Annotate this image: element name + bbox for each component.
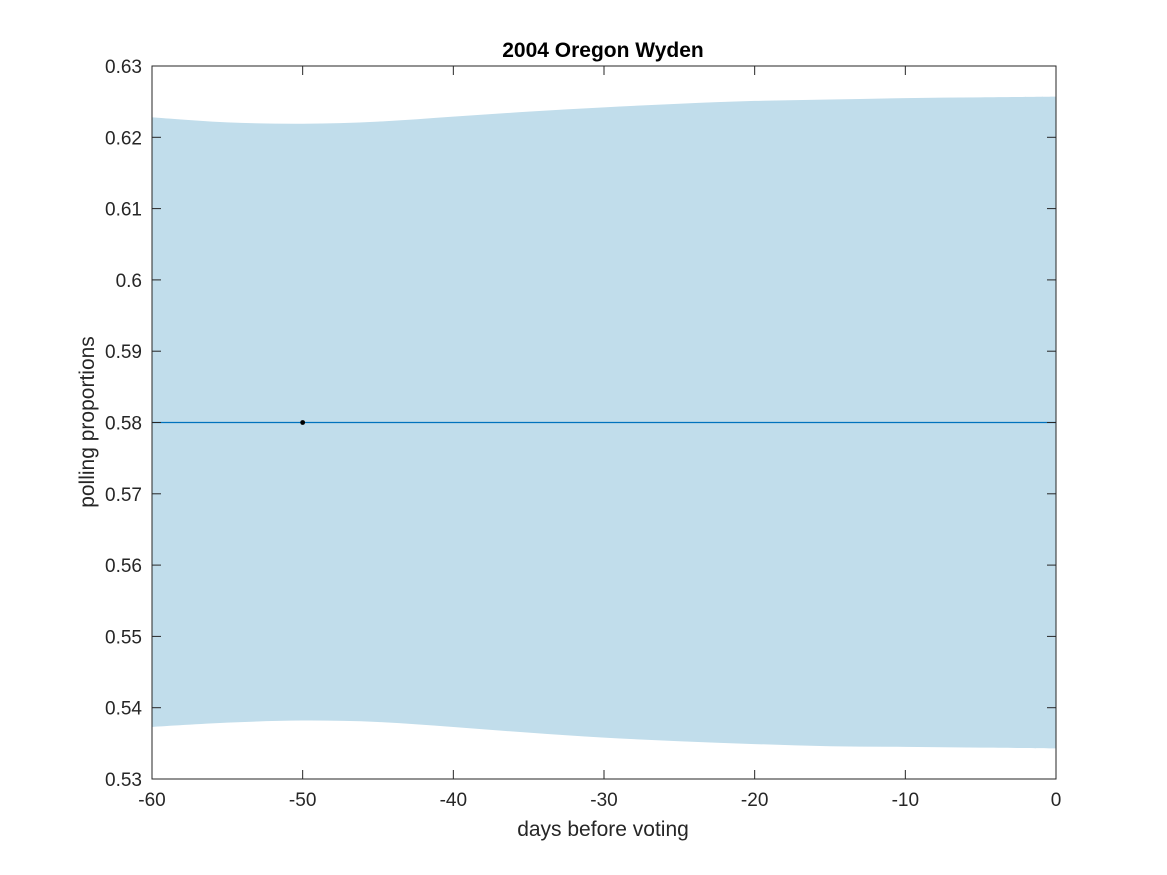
x-tick-label: -30 xyxy=(590,790,617,811)
y-tick-label: 0.62 xyxy=(105,128,142,149)
x-tick-label: 0 xyxy=(1051,790,1062,811)
y-tick-label: 0.53 xyxy=(105,770,142,791)
y-tick-label: 0.61 xyxy=(105,200,142,221)
y-tick-label: 0.63 xyxy=(105,57,142,78)
plot-area: -60 -50 -40 -30 -20 -10 0 0.53 0.54 0.55 0.56 0.57 0… xyxy=(105,57,1061,811)
y-tick-label: 0.57 xyxy=(105,485,142,506)
y-axis-label: polling proportions xyxy=(76,336,99,508)
y-tick-label: 0.55 xyxy=(105,627,142,648)
y-tick-label: 0.56 xyxy=(105,556,142,577)
y-tick-label: 0.59 xyxy=(105,342,142,363)
x-tick-label: -60 xyxy=(138,790,165,811)
chart-title: 2004 Oregon Wyden xyxy=(502,39,704,62)
y-tick-label: 0.58 xyxy=(105,414,142,435)
x-tick-label: -40 xyxy=(440,790,467,811)
x-tick-label: -50 xyxy=(289,790,316,811)
y-tick-label: 0.6 xyxy=(116,271,142,292)
poll-point xyxy=(300,420,306,425)
x-tick-label: -20 xyxy=(741,790,768,811)
y-tick-label: 0.54 xyxy=(105,699,142,720)
x-axis-label: days before voting xyxy=(517,818,689,841)
x-tick-label: -10 xyxy=(892,790,919,811)
